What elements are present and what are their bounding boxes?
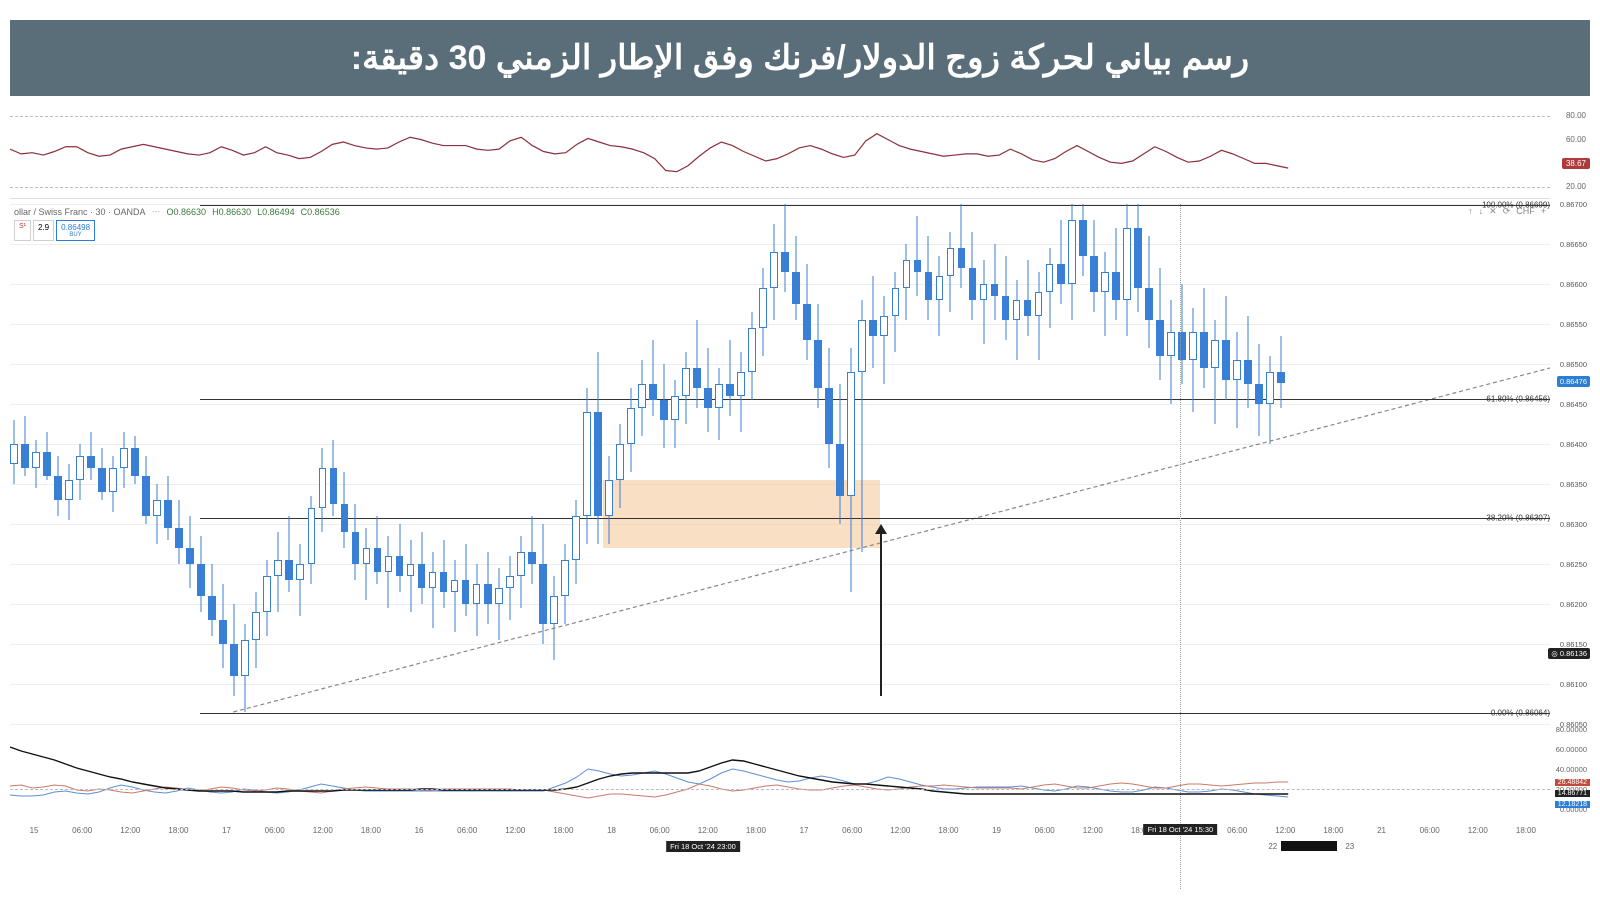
redaction-bar (1281, 841, 1338, 851)
arrow-annotation[interactable] (880, 532, 882, 696)
cursor-price-value: 0.86136 (1560, 649, 1587, 658)
title-bar: رسم بياني لحركة زوج الدولار/فرنك وفق الإ… (10, 20, 1590, 96)
cursor-price-badge: ◎ 0.86136 (1548, 648, 1590, 659)
rsi-panel[interactable]: 80.0060.0040.0020.00 38.67 (10, 104, 1550, 199)
time-axis[interactable]: 1506:0012:0018:001706:0012:0018:001606:0… (10, 824, 1550, 864)
move-up-icon[interactable]: ↑ (1468, 206, 1473, 217)
dmi-lines (10, 729, 1550, 819)
dmi-zero-line (10, 789, 1550, 790)
dmi-panel[interactable]: 80.0000060.0000040.0000020.000000.00000 … (10, 729, 1550, 819)
rsi-y-axis: 80.0060.0040.0020.00 (1550, 104, 1590, 198)
target-icon: ◎ (1551, 649, 1560, 658)
chart-area: 80.0060.0040.0020.00 38.67 ollar / Swiss… (10, 104, 1590, 874)
rsi-line (10, 104, 1550, 198)
price-y-axis[interactable]: 0.867000.866500.866000.865500.865000.864… (1550, 204, 1590, 724)
current-price-badge: 0.86476 (1557, 376, 1590, 387)
price-panel[interactable]: ollar / Swiss Franc · 30 · OANDA ⋯ O0.86… (10, 204, 1550, 724)
rsi-value-badge: 38.67 (1562, 158, 1590, 169)
